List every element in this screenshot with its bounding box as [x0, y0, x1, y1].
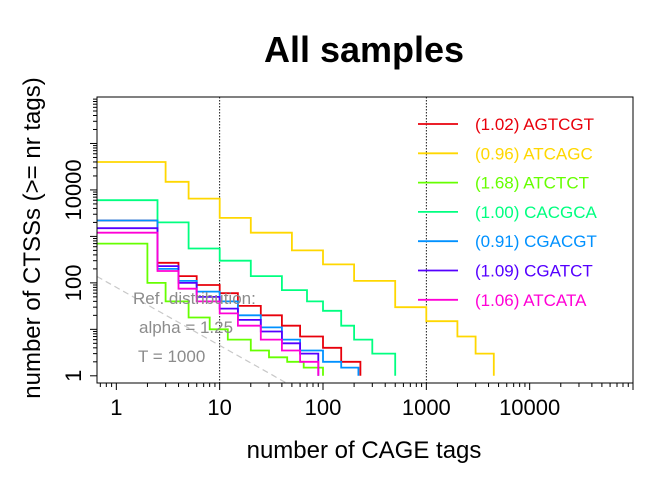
series-line-atctct	[97, 242, 324, 376]
legend: (1.02) AGTCGT (0.96) ATCAGC (1.68) ATCTCT (…	[418, 115, 598, 310]
legend-item-cgatct: (1.09) CGATCT	[418, 262, 593, 281]
x-axis-label: number of CAGE tags	[247, 437, 482, 464]
legend-label: (1.68) ATCTCT	[475, 174, 589, 193]
y-axis-label: number of CTSSs (>= nr tags)	[19, 77, 46, 398]
legend-item-atctct: (1.68) ATCTCT	[418, 174, 589, 193]
legend-item-agtcgt: (1.02) AGTCGT	[418, 115, 594, 134]
reference-text-line: Ref. distribution:	[133, 289, 256, 308]
legend-item-atcagc: (0.96) ATCAGC	[418, 144, 593, 163]
x-axis: 1 10 100 1000 10000	[99, 383, 634, 420]
chart-title: All samples	[264, 29, 464, 70]
vertical-reference-lines	[219, 97, 427, 383]
y-tick-label: 1	[61, 370, 86, 382]
reference-distribution-label: Ref. distribution: alpha = 1.25 T = 1000	[133, 289, 256, 366]
y-tick-label: 100	[61, 265, 86, 302]
x-tick-label: 10	[207, 395, 231, 420]
series-line-cgacgt	[97, 219, 360, 376]
legend-label: (0.96) ATCAGC	[475, 144, 593, 163]
plot-border	[96, 96, 634, 384]
series-line-atcata	[97, 231, 320, 376]
x-tick-label: 10000	[499, 395, 560, 420]
legend-item-cacgca: (1.00) CACGCA	[418, 203, 598, 222]
legend-label: (0.91) CGACGT	[475, 232, 597, 251]
legend-label: (1.02) AGTCGT	[475, 115, 594, 134]
series-line-cgatct	[97, 227, 320, 376]
legend-label: (1.06) ATCATA	[475, 291, 587, 310]
y-tick-label: 10000	[61, 159, 86, 220]
y-axis: 1 100 10000	[61, 98, 97, 382]
series-layer	[97, 161, 495, 376]
legend-item-atcata: (1.06) ATCATA	[418, 291, 587, 310]
series-line-cacgca	[97, 199, 397, 376]
series-line-agtcgt	[97, 219, 362, 376]
legend-item-cgacgt: (0.91) CGACGT	[418, 232, 597, 251]
reference-text-line: alpha = 1.25	[139, 318, 233, 337]
plot-frame	[96, 96, 634, 384]
x-tick-label: 1	[110, 395, 122, 420]
series-line-atcagc	[97, 161, 495, 376]
x-tick-label: 1000	[402, 395, 451, 420]
legend-label: (1.09) CGATCT	[475, 262, 593, 281]
reference-text-line: T = 1000	[138, 347, 205, 366]
legend-label: (1.00) CACGCA	[475, 203, 598, 222]
x-tick-label: 100	[305, 395, 342, 420]
